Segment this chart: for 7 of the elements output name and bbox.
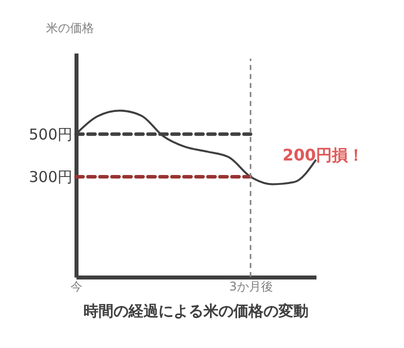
x-tick-label: 今 [70, 280, 82, 294]
annotation: 200円損！ [282, 145, 364, 164]
x-tick-label: 3か月後 [229, 280, 273, 294]
y-tick-label: 300円 [28, 168, 72, 186]
y-axis-title: 米の価格 [46, 21, 94, 35]
y-tick-label: 500円 [28, 126, 72, 144]
text: 時間の経過による米の価格の変動 [84, 302, 308, 320]
